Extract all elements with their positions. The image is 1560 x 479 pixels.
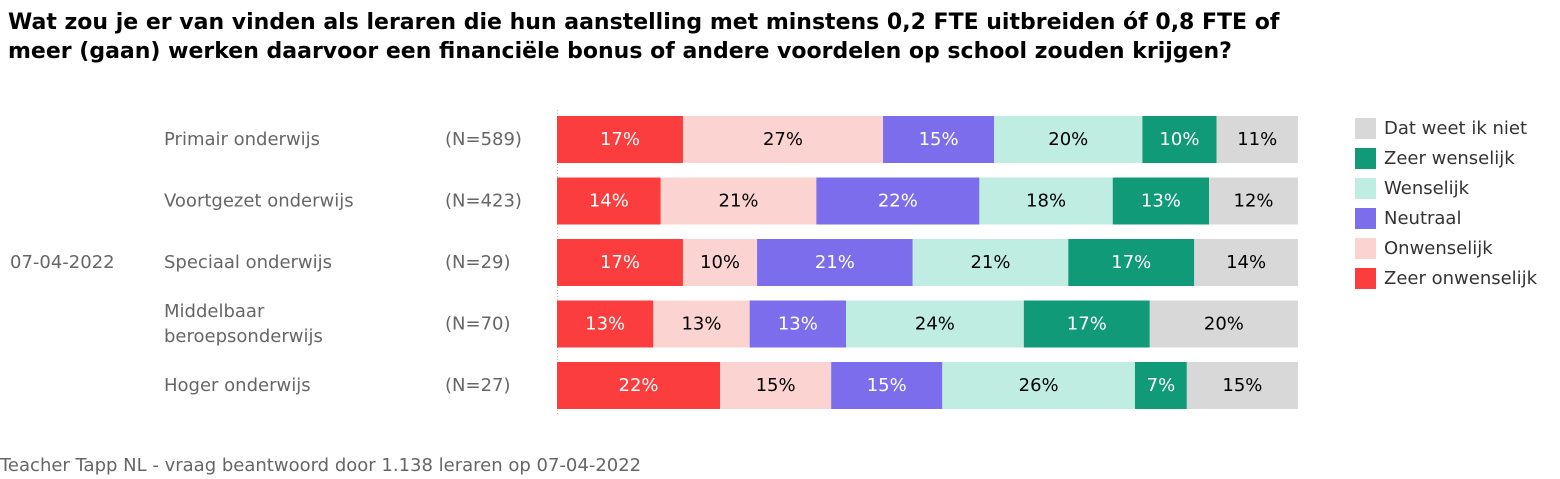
category-label: Hoger onderwijs	[164, 375, 311, 396]
data-label: 10%	[700, 252, 740, 273]
bar-segment	[816, 177, 980, 225]
bar-segment	[979, 177, 1113, 225]
bar-segment	[660, 177, 817, 225]
legend-swatch	[1355, 147, 1376, 169]
bar-segment	[845, 300, 1024, 348]
data-label: 24%	[915, 314, 955, 335]
bar-segment	[720, 362, 832, 409]
category-label: Voortgezet onderwijs	[164, 191, 354, 212]
legend-item: Wenselijk	[1355, 173, 1537, 203]
data-label: 14%	[1226, 252, 1266, 273]
n-label: (N=29)	[445, 252, 511, 273]
data-label: 21%	[815, 252, 855, 273]
legend: Dat weet ik niet Zeer wenselijk Wenselijk N…	[1355, 113, 1537, 293]
data-label: 21%	[970, 252, 1010, 273]
data-label: 15%	[1222, 375, 1262, 396]
data-label: 17%	[1111, 252, 1151, 273]
n-label: (N=589)	[445, 129, 522, 150]
bar-segment	[1149, 300, 1298, 348]
legend-swatch	[1355, 177, 1376, 199]
data-label: 20%	[1204, 314, 1244, 335]
data-label: 12%	[1234, 191, 1274, 212]
n-label: (N=27)	[445, 375, 511, 396]
data-label: 17%	[600, 129, 640, 150]
data-label: 10%	[1159, 129, 1199, 150]
legend-label: Dat weet ik niet	[1384, 117, 1528, 139]
bar-segment	[994, 116, 1143, 163]
n-label: (N=70)	[445, 314, 511, 335]
chart-title: Wat zou je er van vinden als leraren die…	[8, 10, 1280, 64]
data-label: 17%	[1067, 314, 1107, 335]
data-label: 21%	[719, 191, 759, 212]
bar-segment	[831, 362, 943, 409]
bar-segment	[557, 362, 721, 409]
data-label: 22%	[619, 375, 659, 396]
bar-segment	[1216, 116, 1298, 163]
data-label: 13%	[1141, 191, 1181, 212]
legend-label: Neutraal	[1384, 207, 1462, 229]
bar-segment	[912, 239, 1069, 286]
category-label: beroepsonderwijs	[164, 326, 323, 347]
data-label: 11%	[1237, 129, 1277, 150]
data-label: 22%	[878, 191, 918, 212]
legend-item: Zeer onwenselijk	[1355, 263, 1537, 293]
legend-item: Zeer wenselijk	[1355, 143, 1537, 173]
data-label: 7%	[1147, 375, 1176, 396]
bar-segment	[557, 116, 683, 163]
date-label: 07-04-2022	[10, 252, 115, 273]
bar-segment	[883, 116, 995, 163]
category-label: Speciaal onderwijs	[164, 252, 332, 273]
bar-segment	[1112, 177, 1210, 225]
legend-swatch	[1355, 117, 1376, 139]
bar-segment	[1134, 362, 1187, 409]
legend-item: Dat weet ik niet	[1355, 113, 1537, 143]
category-label: Middelbaar	[164, 301, 265, 322]
data-label: 13%	[681, 314, 721, 335]
legend-swatch	[1355, 237, 1376, 259]
legend-item: Onwenselijk	[1355, 233, 1537, 263]
bar-segment	[757, 239, 913, 286]
category-label: Primair onderwijs	[164, 129, 320, 150]
bar-segment	[557, 239, 683, 286]
bar-segment	[682, 239, 758, 286]
data-label: 18%	[1026, 191, 1066, 212]
bar-segment	[1023, 300, 1150, 348]
bar-segment	[1142, 116, 1217, 163]
bar-segment	[942, 362, 1135, 409]
source-footnote: Teacher Tapp NL - vraag beantwoord door …	[0, 455, 642, 476]
legend-label: Zeer onwenselijk	[1384, 267, 1538, 289]
legend-label: Wenselijk	[1384, 177, 1470, 199]
legend-label: Onwenselijk	[1384, 237, 1493, 259]
n-label: (N=423)	[445, 191, 522, 212]
stacked-bar-chart: 07-04-2022 Primair onderwijs (N=589) 17% 27%…	[10, 110, 1298, 415]
bar-segment	[1209, 177, 1298, 225]
data-label: 27%	[763, 129, 803, 150]
bar-segment	[682, 116, 884, 163]
data-label: 20%	[1048, 129, 1088, 150]
data-label: 14%	[589, 191, 629, 212]
legend-swatch	[1355, 207, 1376, 229]
data-label: 13%	[778, 314, 818, 335]
data-label: 15%	[919, 129, 959, 150]
data-label: 17%	[600, 252, 640, 273]
legend-item: Neutraal	[1355, 203, 1537, 233]
bar-segment	[557, 300, 654, 348]
bar-segment	[1186, 362, 1298, 409]
data-label: 15%	[756, 375, 796, 396]
data-label: 13%	[585, 314, 625, 335]
data-label: 26%	[1019, 375, 1059, 396]
legend-swatch	[1355, 267, 1376, 289]
bar-segment	[1194, 239, 1298, 286]
bar-segment	[749, 300, 846, 348]
legend-label: Zeer wenselijk	[1384, 147, 1515, 169]
bar-segment	[1068, 239, 1195, 286]
bar-segment	[557, 177, 661, 225]
bar-segment	[653, 300, 750, 348]
data-label: 15%	[867, 375, 907, 396]
